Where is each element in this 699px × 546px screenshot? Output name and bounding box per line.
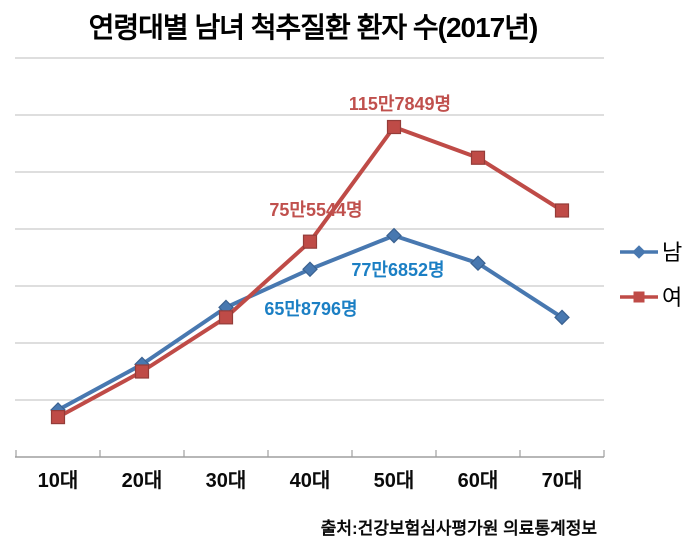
x-axis-label: 60대 — [458, 469, 499, 492]
x-axis-labels: 10대 20대 30대 40대 50대 60대 70대 — [38, 469, 583, 492]
series-layer — [50, 119, 570, 425]
male-marker — [470, 255, 486, 272]
female-marker — [302, 234, 318, 249]
source-caption: 출처:건강보험심사평가원 의료통계정보 — [320, 519, 597, 538]
female-marker — [386, 119, 402, 135]
female-marker — [554, 203, 570, 218]
data-label-female-50s: 115만7849명 — [349, 94, 451, 114]
x-axis-label: 30대 — [206, 469, 247, 492]
legend-male-diamond-icon — [632, 245, 646, 259]
legend-female-square-icon — [633, 291, 645, 303]
male-marker — [386, 227, 402, 244]
female-marker — [218, 310, 234, 325]
x-axis-label: 40대 — [290, 469, 331, 492]
x-axis-label: 50대 — [374, 469, 415, 492]
female-marker — [134, 364, 150, 379]
male-marker — [302, 261, 318, 278]
x-axis-label: 20대 — [122, 469, 163, 492]
legend: 남 여 — [620, 240, 682, 310]
female-marker — [470, 150, 486, 165]
data-label-male-50s: 77만6852명 — [351, 260, 444, 280]
data-label-male-40s: 65만8796명 — [264, 299, 357, 319]
legend-female-label: 여 — [662, 285, 682, 310]
chart-title: 연령대별 남녀 척추질환 환자 수(2017년) — [88, 12, 539, 43]
data-label-female-40s: 75만5544명 — [269, 200, 362, 220]
legend-male-label: 남 — [662, 240, 682, 265]
female-marker — [50, 410, 66, 425]
x-axis-label: 70대 — [542, 469, 583, 492]
x-axis-label: 10대 — [38, 469, 79, 492]
male-marker — [554, 309, 570, 326]
grid-layer — [15, 57, 605, 458]
